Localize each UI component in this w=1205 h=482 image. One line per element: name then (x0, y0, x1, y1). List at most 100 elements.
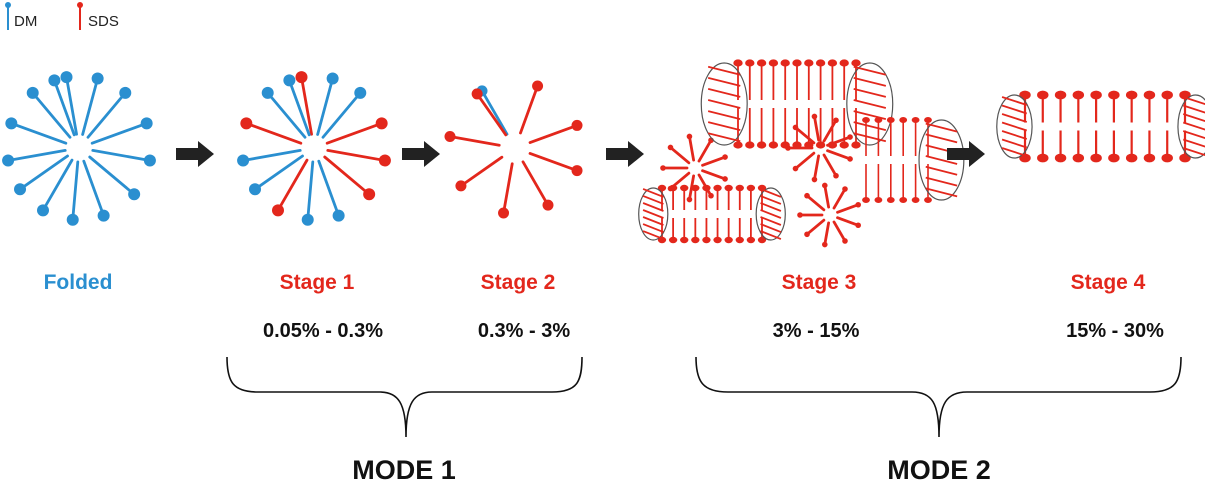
sds-molecule (455, 155, 504, 192)
concentration-stage-4: 15% - 30% (1066, 320, 1164, 342)
stage-label-stage-2: Stage 2 (481, 271, 556, 294)
sds-molecule (804, 192, 826, 212)
dm-molecule (237, 149, 302, 167)
sds-molecule (839, 108, 849, 149)
sds-molecule (911, 164, 920, 203)
sds-molecule (702, 184, 711, 210)
sds-molecule (1108, 130, 1120, 163)
dm-molecule (60, 71, 78, 136)
sds-molecule (1054, 130, 1067, 163)
sds-molecule (240, 117, 303, 145)
sds-molecule (899, 117, 908, 156)
sds-molecule (780, 59, 790, 100)
arrow-icon (402, 141, 440, 167)
sds-molecule (780, 108, 790, 149)
sds-molecule (272, 158, 309, 217)
sds-molecule (521, 160, 554, 211)
sds-molecule (735, 184, 744, 210)
micelle-cap (700, 62, 748, 146)
sds-molecule (804, 108, 814, 149)
sds-molecule (851, 59, 861, 100)
sds-molecule (1125, 90, 1138, 123)
sds-molecule (804, 59, 814, 100)
mode-2-label: MODE 2 (887, 455, 991, 482)
arrow-icon (176, 141, 214, 167)
dm-molecule (66, 160, 80, 226)
sds-molecule (746, 218, 756, 244)
sds-molecule (815, 59, 826, 100)
sds-molecule (519, 80, 544, 135)
stage-label-folded: Folded (44, 271, 113, 294)
sds-molecule (325, 117, 388, 145)
dm-molecule (90, 117, 153, 145)
sds-molecule (528, 119, 583, 144)
sds-molecule (713, 218, 722, 244)
sds-molecule (886, 117, 895, 156)
sds-molecule (701, 154, 728, 167)
mode-1-label: MODE 1 (352, 455, 456, 482)
sds-molecule (822, 117, 839, 143)
micelle-cap (996, 94, 1033, 159)
sds-molecule (660, 165, 689, 171)
sds-molecule (821, 221, 831, 248)
sds-molecule (668, 218, 678, 244)
micelle-cap (846, 62, 894, 146)
sds-molecule (811, 113, 821, 142)
sds-molecule (1179, 90, 1191, 123)
sds-molecule (836, 216, 861, 229)
sds-molecule (827, 108, 838, 149)
sds-molecule (911, 117, 920, 156)
dm-molecule (301, 160, 315, 226)
sds-molecule (498, 162, 514, 219)
sds-molecule (862, 164, 870, 203)
sds-molecule (295, 71, 313, 136)
sds-molecule (1125, 130, 1138, 163)
sds-molecule (792, 151, 816, 172)
sds-molecule (528, 152, 583, 177)
sds-molecule (697, 137, 714, 163)
sds-molecule (668, 184, 678, 210)
transition-arrows (176, 141, 985, 167)
dm-molecule (316, 72, 339, 136)
sds-molecule (735, 218, 744, 244)
sds-molecule (792, 59, 802, 100)
stage3-aggregate (638, 59, 965, 248)
dm-legend-icon (5, 2, 11, 30)
sds-molecule (701, 169, 728, 182)
sds-molecule (821, 182, 831, 209)
mode-1-brace (226, 356, 583, 438)
sds-molecule (804, 218, 826, 238)
sds-molecule (733, 108, 743, 149)
sds-molecule (1143, 90, 1156, 123)
micelle-cap (755, 187, 786, 241)
sds-molecule (691, 218, 700, 244)
dm-molecule (86, 86, 132, 139)
concentration-stage-2: 0.3% - 3% (478, 320, 570, 342)
sds-molecule (691, 184, 700, 210)
dm-molecule (82, 159, 110, 222)
sds-molecule (768, 108, 779, 149)
sds-molecule (1019, 90, 1031, 123)
sds-molecule (1072, 130, 1085, 163)
sds-molecule (1019, 130, 1031, 163)
sds-molecule (874, 117, 883, 156)
stage-label-stage-3: Stage 3 (782, 271, 857, 294)
stage3-cylinder-micelle (638, 184, 786, 244)
sds-molecule (724, 218, 733, 244)
sds-molecule (1037, 90, 1049, 123)
sds-molecule (1179, 130, 1191, 163)
dm-legend-label: DM (14, 13, 37, 30)
dm-molecule (283, 74, 311, 137)
dm-molecule (48, 74, 76, 137)
sds-molecule (1072, 90, 1085, 123)
sds-molecule (745, 59, 755, 100)
stage2-micelle (444, 80, 583, 219)
dm-molecule (249, 154, 304, 196)
arrow-icon (606, 141, 644, 167)
sds-molecule (822, 153, 839, 179)
sds-molecule (713, 184, 722, 210)
sds-molecule (757, 218, 767, 244)
sds-molecule (1108, 90, 1120, 123)
mode-2-brace (695, 356, 1182, 438)
